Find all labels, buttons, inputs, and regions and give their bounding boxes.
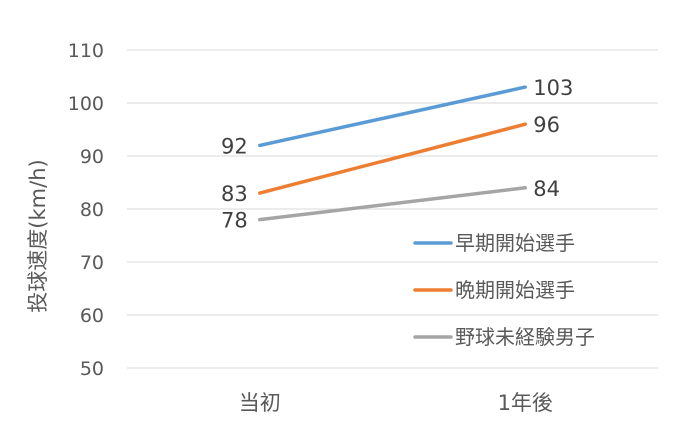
series-lines: [258, 85, 527, 222]
legend-label: 早期開始選手: [455, 231, 575, 255]
y-tick-label: 100: [68, 93, 104, 115]
y-axis-ticks: 50 60 70 80 90 100 110: [68, 40, 104, 380]
x-category-label: 当初: [239, 391, 281, 415]
y-tick-label: 50: [80, 358, 104, 380]
data-label: 78: [221, 209, 248, 233]
series-line: [258, 85, 527, 148]
data-label: 84: [533, 177, 560, 201]
data-labels: 92 103 83 96 78 84: [221, 76, 573, 233]
y-tick-label: 110: [68, 40, 104, 62]
series-line: [258, 122, 527, 195]
data-label: 83: [221, 182, 248, 206]
y-axis-label: 投球速度(km/h): [26, 159, 50, 312]
y-tick-label: 80: [80, 199, 104, 221]
data-label: 92: [221, 134, 248, 158]
y-tick-label: 60: [80, 305, 104, 327]
series-line: [258, 186, 527, 222]
x-category-label: 1年後: [498, 391, 553, 415]
y-tick-label: 70: [80, 252, 104, 274]
data-label: 103: [533, 76, 573, 100]
y-tick-label: 90: [80, 146, 104, 168]
x-axis-categories: 当初 1年後: [239, 391, 553, 415]
legend-label: 晩期開始選手: [455, 278, 575, 302]
data-label: 96: [533, 113, 560, 137]
gridlines: [127, 49, 658, 369]
legend-label: 野球未経験男子: [455, 325, 595, 349]
